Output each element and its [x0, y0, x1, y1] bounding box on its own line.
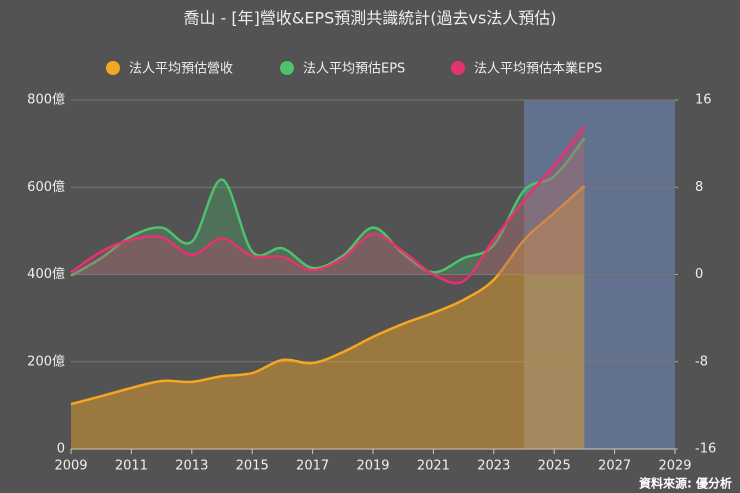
series-area [71, 185, 585, 449]
source: 資料來源: 優分析 [639, 476, 732, 491]
x-tick-label: 2027 [598, 459, 631, 474]
y2-tick-label: 8 [695, 180, 703, 195]
legend-marker [451, 61, 465, 75]
x-tick-label: 2019 [356, 459, 389, 474]
legend-label: 法人平均預估本業EPS [474, 61, 602, 77]
x-tick-label: 2023 [477, 459, 510, 474]
x-tick-label: 2021 [417, 459, 450, 474]
y2-tick-label: 16 [695, 93, 712, 108]
x-tick-label: 2025 [538, 459, 571, 474]
x-tick-label: 2013 [175, 459, 208, 474]
series-line [70, 137, 586, 277]
x-tick-label: 2015 [236, 459, 269, 474]
series-area [71, 126, 585, 284]
chart-title: 喬山 - [年]營收&EPS預測共識統計(過去vs法人預估) [183, 9, 556, 28]
legend-marker [280, 61, 294, 75]
y-tick-label: 600億 [27, 179, 65, 195]
y-tick-label: 200億 [27, 353, 65, 369]
x-tick-label: 2017 [296, 459, 329, 474]
y-tick-label: 400億 [27, 266, 65, 282]
legend-label: 法人平均預估EPS [303, 62, 405, 77]
x-tick-label: 2011 [115, 459, 148, 474]
y-tick-label: 800億 [27, 92, 65, 108]
y2-tick-label: 0 [695, 267, 703, 282]
y-tick-label: 0 [57, 442, 65, 457]
x-tick-label: 2009 [54, 459, 87, 474]
y2-tick-label: -16 [695, 442, 716, 457]
series-line [70, 185, 586, 406]
x-tick-label: 2029 [658, 459, 691, 474]
legend-marker [106, 61, 120, 75]
series-area [71, 138, 585, 276]
legend-label: 法人平均預估營收 [129, 62, 233, 77]
y2-tick-label: -8 [695, 354, 708, 369]
series-line [70, 125, 586, 285]
